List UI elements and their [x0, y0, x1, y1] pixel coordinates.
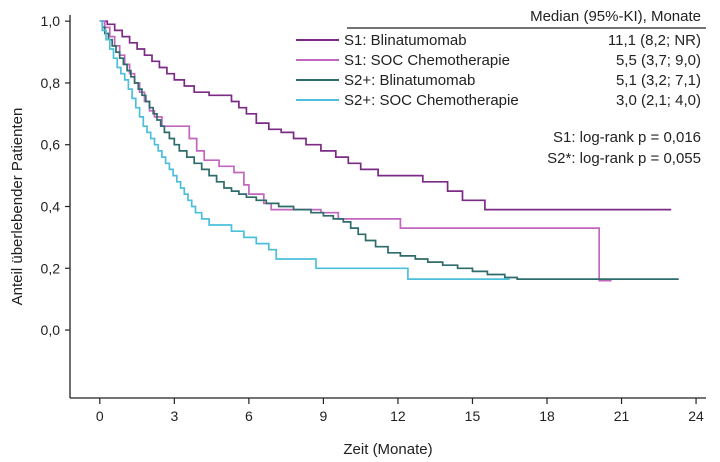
y-axis-label: Anteil überlebender Patienten	[9, 108, 26, 306]
legend-label: S2+: SOC Chemotherapie	[344, 92, 519, 109]
legend: Median (95%-KI), Monate S1: Blinatumomab…	[296, 8, 706, 109]
x-tick-label: 24	[688, 408, 704, 424]
log-rank-annotation: S2*: log-rank p = 0,055	[547, 150, 701, 167]
y-tick-label: 0,2	[41, 260, 61, 276]
x-tick-label: 21	[614, 408, 630, 424]
x-tick-label: 3	[170, 408, 178, 424]
y-tick-label: 0,4	[41, 199, 61, 215]
y-tick-label: 0,0	[41, 322, 61, 338]
x-axis-label: Zeit (Monate)	[343, 441, 432, 458]
legend-median: 5,1 (3,2; 7,1)	[616, 72, 701, 89]
y-tick-label: 0,8	[41, 75, 61, 91]
legend-label: S1: Blinatumomab	[344, 32, 467, 49]
axes: 0 3 6 9 12 15 18 21 24 0,0 0,2 0,4 0,6 0,8 1,0	[41, 13, 706, 424]
series-line-3	[99, 20, 679, 280]
x-tick-label: 9	[320, 408, 328, 424]
log-rank-annotation: S1: log-rank p = 0,016	[553, 129, 701, 146]
legend-median: 3,0 (2,1; 4,0)	[616, 92, 701, 109]
x-tick-label: 0	[96, 408, 104, 424]
y-tick-label: 0,6	[41, 137, 61, 153]
x-tick-label: 18	[539, 408, 555, 424]
legend-median: 5,5 (3,7; 9,0)	[616, 52, 701, 69]
legend-label: S2+: Blinatumomab	[344, 72, 475, 89]
x-tick-label: 6	[245, 408, 253, 424]
legend-header: Median (95%-KI), Monate	[530, 8, 701, 25]
series-line-1	[99, 20, 672, 211]
legend-median: 11,1 (8,2; NR)	[608, 32, 701, 49]
legend-label: S1: SOC Chemotherapie	[344, 52, 510, 69]
survival-curves	[99, 20, 679, 282]
annotations: S1: log-rank p = 0,016 S2*: log-rank p = …	[547, 129, 701, 167]
series-line-4	[99, 20, 510, 280]
y-tick-label: 1,0	[41, 13, 61, 29]
x-tick-label: 12	[390, 408, 406, 424]
x-tick-label: 15	[465, 408, 481, 424]
